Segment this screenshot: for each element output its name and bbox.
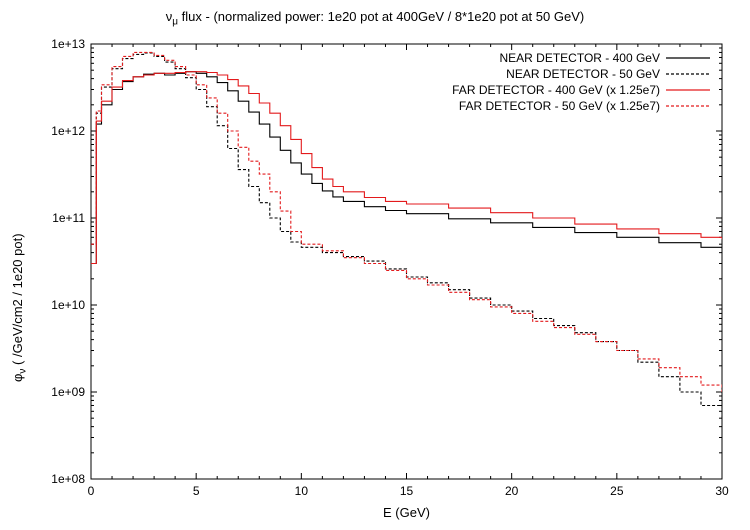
series-line-1 (91, 71, 722, 265)
x-tick-label: 25 (610, 484, 624, 498)
series-line-3 (91, 71, 722, 265)
x-tick-label: 0 (88, 484, 95, 498)
x-axis-label: E (GeV) (383, 505, 430, 520)
chart-title: νμ flux - (normalized power: 1e20 pot at… (0, 9, 750, 28)
y-axis-label: φν ( /GeV/cm2 / 1e20 pot) (10, 233, 29, 382)
series-line-4 (91, 51, 722, 392)
x-tick-label: 20 (505, 484, 519, 498)
y-tick-label: 1e+10 (51, 298, 85, 312)
y-tick-label: 1e+12 (51, 124, 85, 138)
legend-label-3: FAR DETECTOR - 400 GeV (x 1.25e7) (452, 83, 660, 97)
ylabel-text: ( /GeV/cm2 / 1e20 pot) (10, 232, 25, 369)
legend-label-4: FAR DETECTOR - 50 GeV (x 1.25e7) (459, 99, 660, 113)
legend-label-2: NEAR DETECTOR - 50 GeV (506, 67, 660, 81)
ylabel-phi: φ (10, 373, 25, 382)
legend-label-1: NEAR DETECTOR - 400 GeV (500, 51, 661, 65)
y-tick-label: 1e+08 (51, 472, 85, 486)
x-tick-label: 30 (715, 484, 729, 498)
y-tick-label: 1e+11 (52, 211, 85, 225)
title-text: flux - (normalized power: 1e20 pot at 40… (178, 9, 585, 24)
x-tick-label: 5 (193, 484, 200, 498)
title-nu-symbol: ν (165, 9, 173, 24)
y-tick-label: 1e+13 (51, 37, 85, 51)
x-tick-label: 15 (400, 484, 414, 498)
title-mu-subscript: μ (172, 16, 179, 28)
y-tick-label: 1e+09 (51, 385, 85, 399)
x-tick-label: 10 (295, 484, 309, 498)
